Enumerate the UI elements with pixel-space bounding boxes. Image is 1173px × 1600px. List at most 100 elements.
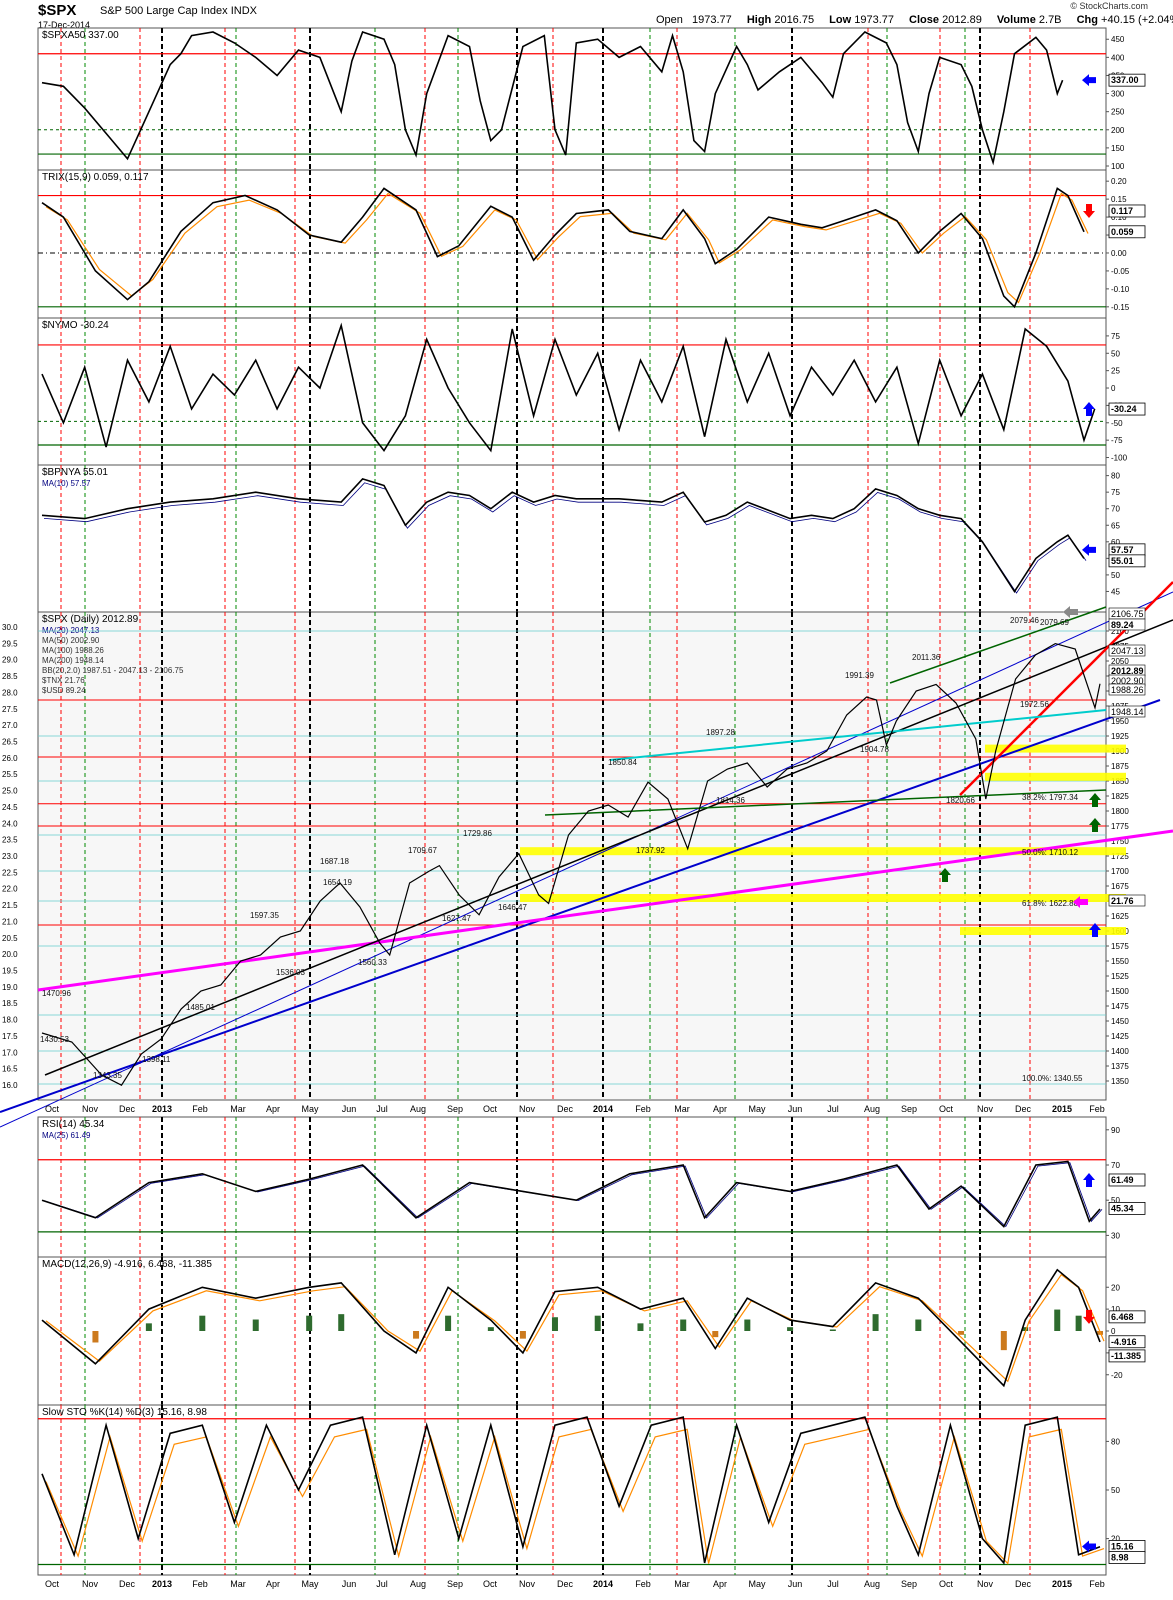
left-arrow-icon (1082, 74, 1096, 87)
macd-histogram-bar (594, 1315, 601, 1331)
panel-5 (37, 611, 1107, 1101)
x-tick-label: 2015 (1052, 1579, 1072, 1589)
y-tick-label: -100 (1111, 454, 1128, 463)
macd-histogram-bar (958, 1331, 965, 1335)
x-tick-label: Feb (1089, 1104, 1105, 1114)
panel-title: $BPNYA 55.01 (42, 467, 108, 478)
y-tick-label: 70 (1111, 1161, 1120, 1170)
panel-4 (37, 464, 1107, 613)
price-annotation: 1470.96 (42, 989, 71, 998)
price-label-box (1108, 683, 1146, 696)
y-tick-label: 70 (1111, 505, 1120, 514)
x-tick-label: Dec (557, 1104, 574, 1114)
price-annotation: 1430.53 (40, 1035, 69, 1044)
x-tick-label: 2014 (593, 1104, 613, 1114)
price-annotation: 2079.46 (1010, 616, 1039, 625)
y-tick-label: 1750 (1111, 837, 1129, 846)
left-arrow-icon (1073, 896, 1088, 908)
x-tick-label: Nov (82, 1579, 99, 1589)
price-annotation: 1850.84 (608, 758, 637, 767)
panel-frame (37, 27, 1107, 171)
macd-histogram-bar (306, 1315, 313, 1331)
y-tick-label: -20 (1111, 1371, 1123, 1380)
macd-histogram-bar (252, 1319, 259, 1331)
panel-title: MACD(12,26,9) -4.916, 6.468, -11.385 (42, 1259, 212, 1270)
legend-entry: MA(200) 1948.14 (42, 656, 104, 665)
macd-histogram-bar (680, 1319, 687, 1331)
panel-title: $NYMO -30.24 (42, 320, 109, 331)
y-tick-label: 1575 (1111, 942, 1129, 951)
x-tick-label: Sep (447, 1104, 463, 1114)
y-tick-label: 60 (1111, 538, 1120, 547)
x-tick-label: Jul (827, 1104, 839, 1114)
value-box (1108, 73, 1146, 87)
y-tick-label: 2050 (1111, 657, 1129, 666)
legend-entry: $USD 89.24 (42, 686, 86, 695)
channel-green-lower (544, 789, 1107, 816)
price-annotation: 2079.69 (1040, 618, 1069, 627)
macd-histogram-bar (338, 1314, 345, 1331)
y-tick-label: 1800 (1111, 807, 1129, 816)
panel-3 (37, 317, 1107, 466)
ohlc-stats: Open 1973.77 High 2016.75 Low 1973.77 Cl… (656, 14, 1173, 26)
down-arrow-icon (1083, 1309, 1095, 1324)
left-y-tick-label: 28.5 (2, 672, 18, 681)
y-tick-label: 1625 (1111, 912, 1129, 921)
x-tick-label: Dec (119, 1104, 136, 1114)
macd-histogram-bar (872, 1314, 879, 1331)
x-tick-label: Feb (192, 1104, 208, 1114)
highlight-zone (960, 927, 1126, 935)
series-line (41, 1268, 1101, 1388)
up-arrow-icon (1083, 1172, 1095, 1187)
y-tick-label: 1950 (1111, 717, 1129, 726)
value-box (1108, 225, 1146, 239)
y-tick-label: -75 (1111, 436, 1123, 445)
y-tick-label: 80 (1111, 1437, 1120, 1446)
trendline-blue (0, 699, 1161, 1113)
x-tick-label: Apr (266, 1104, 280, 1114)
macd-histogram-bar (712, 1331, 719, 1338)
y-tick-label: 0 (1111, 1327, 1116, 1336)
legend-entry: MA(100) 1988.26 (42, 646, 104, 655)
left-y-tick-label: 18.0 (2, 1016, 18, 1025)
left-y-tick-label: 16.5 (2, 1065, 18, 1074)
y-tick-label: 1725 (1111, 852, 1129, 861)
y-tick-label: 1475 (1111, 1002, 1129, 1011)
series-line (41, 187, 1085, 309)
x-tick-label: Feb (1089, 1579, 1105, 1589)
price-label: 1948.14 (1111, 707, 1144, 717)
macd-histogram-bar (92, 1331, 99, 1343)
x-tick-label: Jul (376, 1579, 388, 1589)
series-line (41, 477, 1085, 593)
high-stat: High 2016.75 (746, 14, 815, 26)
left-y-tick-label: 21.0 (2, 917, 18, 926)
x-tick-label: 2015 (1052, 1104, 1072, 1114)
y-tick-label: -0.05 (1111, 267, 1130, 276)
value-box-label: 57.57 (1111, 545, 1134, 555)
panel-frame (37, 1116, 1107, 1258)
y-tick-label: 150 (1111, 144, 1125, 153)
left-y-tick-label: 24.0 (2, 819, 18, 828)
trendline-cyan (609, 709, 1107, 761)
panel-title: RSI(14) 45.34 (42, 1119, 105, 1130)
value-box (1108, 1202, 1146, 1215)
panel-8 (37, 1404, 1107, 1576)
brand-watermark: © StockCharts.com (1070, 1, 1148, 11)
y-tick-label: 1775 (1111, 822, 1129, 831)
price-annotation: 1654.19 (323, 878, 352, 887)
value-box-label: 55.01 (1111, 556, 1134, 566)
left-y-tick-label: 23.0 (2, 852, 18, 861)
left-y-tick-label: 27.5 (2, 705, 18, 714)
left-y-tick-label: 20.5 (2, 934, 18, 943)
panel-frame (37, 1404, 1107, 1576)
x-tick-label: Jun (788, 1579, 803, 1589)
left-y-tick-label: 24.5 (2, 803, 18, 812)
y-tick-label: 0.00 (1111, 249, 1127, 258)
macd-histogram-bar (1075, 1315, 1082, 1331)
y-tick-label: 75 (1111, 488, 1120, 497)
y-tick-label: 50 (1111, 1196, 1120, 1205)
price-annotation: 1904.78 (860, 745, 889, 754)
up-arrow-icon (1083, 402, 1095, 417)
y-tick-label: -0.10 (1111, 285, 1130, 294)
legend-entry: MA(10) 57.57 (42, 479, 91, 488)
